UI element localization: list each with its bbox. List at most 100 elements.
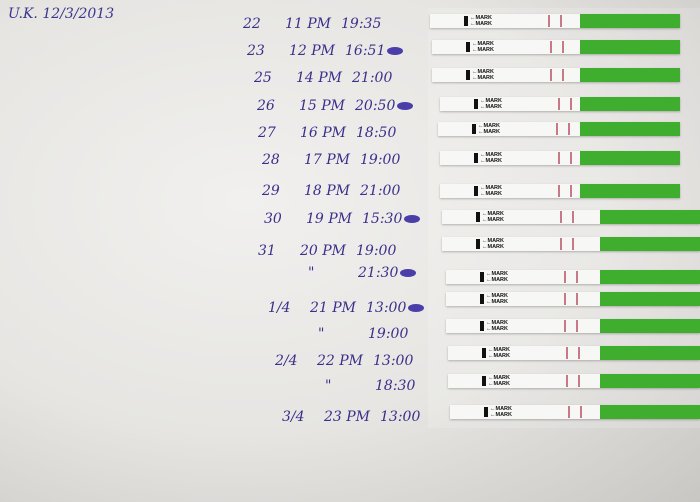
entry-day: 11 PM bbox=[285, 16, 332, 32]
strip-handle bbox=[580, 184, 680, 198]
strip-marker bbox=[466, 42, 470, 52]
entry-day: 21 PM bbox=[310, 300, 357, 316]
strip-handle bbox=[600, 374, 700, 388]
entry-time: 19:00 bbox=[356, 243, 397, 259]
test-line bbox=[556, 123, 558, 135]
test-strip: ←MARK ←MARK bbox=[448, 346, 700, 360]
entry-time: 13:00 bbox=[380, 409, 421, 425]
strip-marker bbox=[482, 348, 486, 358]
entry-day: 17 PM bbox=[304, 152, 351, 168]
strip-marker bbox=[484, 407, 488, 417]
strip-label: ←MARK ←MARK bbox=[486, 320, 508, 332]
strip-handle bbox=[600, 319, 700, 333]
entry-time: 19:00 bbox=[360, 152, 401, 168]
entry-day: 18 PM bbox=[304, 183, 351, 199]
entry-date: 23 bbox=[247, 43, 265, 59]
header-note: U.K. 12/3/2013 bbox=[8, 6, 115, 22]
entry-day: 19 PM bbox=[306, 211, 353, 227]
test-line bbox=[566, 347, 568, 359]
entry-time: 16:51 bbox=[345, 43, 404, 59]
entry-day: 12 PM bbox=[289, 43, 336, 59]
entry-date: 25 bbox=[254, 70, 272, 86]
test-strip: ←MARK ←MARK bbox=[446, 292, 700, 306]
test-strip: ←MARK ←MARK bbox=[446, 319, 700, 333]
test-line bbox=[558, 98, 560, 110]
strip-marker bbox=[480, 321, 484, 331]
test-strip: ←MARK ←MARK bbox=[446, 270, 700, 284]
control-line bbox=[578, 347, 580, 359]
entry-date: 31 bbox=[258, 243, 276, 259]
test-line bbox=[550, 41, 552, 53]
entry-date: 30 bbox=[264, 211, 282, 227]
strip-handle bbox=[580, 151, 680, 165]
circle-mark-icon bbox=[404, 215, 421, 223]
strip-handle bbox=[600, 237, 700, 251]
strip-marker bbox=[464, 16, 468, 26]
control-line bbox=[562, 69, 564, 81]
control-line bbox=[578, 375, 580, 387]
strip-label: ←MARK ←MARK bbox=[480, 185, 502, 197]
strip-marker bbox=[474, 186, 478, 196]
strip-label: ←MARK ←MARK bbox=[482, 211, 504, 223]
test-strip: ←MARK ←MARK bbox=[440, 184, 680, 198]
test-line bbox=[564, 320, 566, 332]
entry-time: 19:35 bbox=[341, 16, 382, 32]
circle-mark-icon bbox=[397, 102, 414, 110]
test-strip: ←MARK ←MARK bbox=[440, 151, 680, 165]
entry-day: " bbox=[308, 265, 315, 281]
test-strip: ←MARK ←MARK bbox=[442, 237, 700, 251]
entry-date: 29 bbox=[262, 183, 280, 199]
entry-time: 18:30 bbox=[375, 378, 416, 394]
control-line bbox=[570, 98, 572, 110]
entry-day: 22 PM bbox=[317, 353, 364, 369]
entry-time: 20:50 bbox=[355, 98, 414, 114]
strip-handle bbox=[600, 292, 700, 306]
strip-label: ←MARK ←MARK bbox=[478, 123, 500, 135]
test-strip: ←MARK ←MARK bbox=[432, 68, 680, 82]
circle-mark-icon bbox=[387, 47, 404, 55]
entry-date: 1/4 bbox=[268, 300, 291, 316]
strip-label: ←MARK ←MARK bbox=[482, 238, 504, 250]
test-strip: ←MARK ←MARK bbox=[448, 374, 700, 388]
control-line bbox=[568, 123, 570, 135]
control-line bbox=[570, 152, 572, 164]
control-line bbox=[572, 238, 574, 250]
entry-date: 27 bbox=[258, 125, 276, 141]
strip-handle bbox=[600, 346, 700, 360]
test-line bbox=[564, 293, 566, 305]
entry-date: 28 bbox=[262, 152, 280, 168]
control-line bbox=[576, 320, 578, 332]
strip-label: ←MARK ←MARK bbox=[480, 98, 502, 110]
entry-date: 3/4 bbox=[282, 409, 305, 425]
strip-handle bbox=[600, 210, 700, 224]
control-line bbox=[562, 41, 564, 53]
strip-marker bbox=[474, 99, 478, 109]
test-line bbox=[566, 375, 568, 387]
entry-time: 18:50 bbox=[356, 125, 397, 141]
control-line bbox=[572, 211, 574, 223]
test-line bbox=[568, 406, 570, 418]
strip-label: ←MARK ←MARK bbox=[472, 69, 494, 81]
entry-day: 23 PM bbox=[324, 409, 371, 425]
strip-label: ←MARK ←MARK bbox=[490, 406, 512, 418]
entry-time: 21:00 bbox=[352, 70, 393, 86]
strip-marker bbox=[474, 153, 478, 163]
entry-day: 15 PM bbox=[299, 98, 346, 114]
strip-label: ←MARK ←MARK bbox=[488, 347, 510, 359]
entry-day: " bbox=[318, 326, 325, 342]
strip-label: ←MARK ←MARK bbox=[488, 375, 510, 387]
test-line bbox=[550, 69, 552, 81]
test-line bbox=[548, 15, 550, 27]
entry-time: 21:30 bbox=[358, 265, 417, 281]
strip-marker bbox=[476, 239, 480, 249]
control-line bbox=[570, 185, 572, 197]
strip-handle bbox=[580, 68, 680, 82]
strip-marker bbox=[466, 70, 470, 80]
strip-handle bbox=[600, 270, 700, 284]
entry-time: 19:00 bbox=[368, 326, 409, 342]
strip-handle bbox=[580, 122, 680, 136]
entry-date: 22 bbox=[243, 16, 261, 32]
strip-marker bbox=[476, 212, 480, 222]
test-line bbox=[560, 238, 562, 250]
entry-time: 13:00 bbox=[373, 353, 414, 369]
